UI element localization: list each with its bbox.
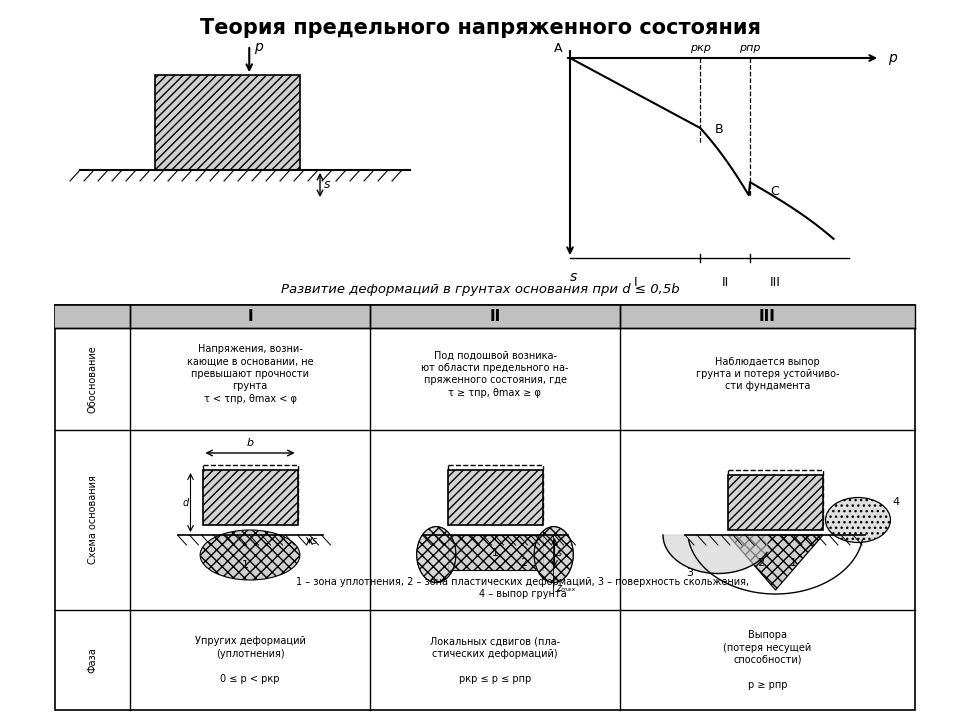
Text: Развитие деформаций в грунтах основания при d ≤ 0,5b: Развитие деформаций в грунтах основания … (280, 284, 680, 297)
Text: s: s (557, 547, 562, 557)
Text: III: III (759, 309, 776, 324)
Text: Упругих деформаций
(уплотнения)

0 ≤ p < pкр: Упругих деформаций (уплотнения) 0 ≤ p < … (195, 636, 305, 683)
Text: 1: 1 (492, 547, 498, 557)
Text: 2: 2 (520, 558, 527, 568)
Polygon shape (534, 526, 573, 582)
Text: A: A (554, 42, 562, 55)
Text: Напряжения, возни-
кающие в основании, не
превышают прочности
грунта
τ < τпр, θm: Напряжения, возни- кающие в основании, н… (186, 344, 313, 404)
Text: s: s (569, 270, 577, 284)
Bar (447, 470, 542, 525)
Polygon shape (417, 526, 456, 582)
Bar (55, 305, 915, 710)
Ellipse shape (826, 498, 891, 542)
Text: I: I (247, 309, 252, 324)
Bar (447, 535, 542, 570)
Text: 4: 4 (893, 497, 900, 507)
Text: I: I (634, 276, 636, 289)
Text: 2: 2 (756, 558, 764, 568)
Bar (55, 305, 915, 328)
Text: 1 – зона уплотнения, 2 – зона пластических деформаций, 3 – поверхность скольжени: 1 – зона уплотнения, 2 – зона пластическ… (296, 577, 749, 599)
Text: Под подошвой возника-
ют области предельного на-
пряженного состояния, где
τ ≥ τ: Под подошвой возника- ют области предель… (421, 351, 568, 397)
Text: II: II (721, 276, 729, 289)
Bar (203, 470, 298, 525)
Text: p: p (254, 40, 263, 54)
Text: Фаза: Фаза (87, 647, 98, 673)
Text: Теория предельного напряженного состояния: Теория предельного напряженного состояни… (200, 18, 760, 38)
Text: p: p (888, 51, 897, 65)
Text: d: d (182, 498, 188, 508)
Bar (155, 75, 300, 170)
Text: Локальных сдвигов (пла-
стических деформаций)

pкр ≤ p ≤ pпр: Локальных сдвигов (пла- стических деформ… (430, 636, 560, 683)
Text: II: II (490, 309, 500, 324)
Text: C: C (770, 184, 780, 197)
Bar (447, 465, 542, 520)
Text: Наблюдается выпор
грунта и потеря устойчиво-
сти фундамента: Наблюдается выпор грунта и потеря устойч… (696, 356, 839, 392)
Text: Обоснование: Обоснование (87, 345, 98, 413)
Text: Схема основания: Схема основания (87, 476, 98, 564)
Polygon shape (728, 535, 823, 590)
Text: 1: 1 (242, 560, 249, 570)
Ellipse shape (200, 530, 300, 580)
Text: 1: 1 (790, 558, 797, 568)
Text: 3: 3 (686, 568, 693, 578)
Polygon shape (663, 535, 767, 574)
Text: pпр: pпр (739, 43, 760, 53)
Text: zₘₐₓ: zₘₐₓ (557, 583, 576, 593)
Bar (203, 465, 298, 520)
Text: pкр: pкр (689, 43, 710, 53)
Text: III: III (769, 276, 780, 289)
Text: B: B (714, 122, 723, 135)
Text: s: s (324, 179, 330, 192)
Text: b: b (247, 438, 253, 448)
Bar (728, 470, 823, 525)
Text: Выпора
(потеря несущей
способности)

p ≥ pпр: Выпора (потеря несущей способности) p ≥ … (724, 630, 811, 690)
Bar (728, 475, 823, 530)
Text: s: s (311, 536, 317, 546)
